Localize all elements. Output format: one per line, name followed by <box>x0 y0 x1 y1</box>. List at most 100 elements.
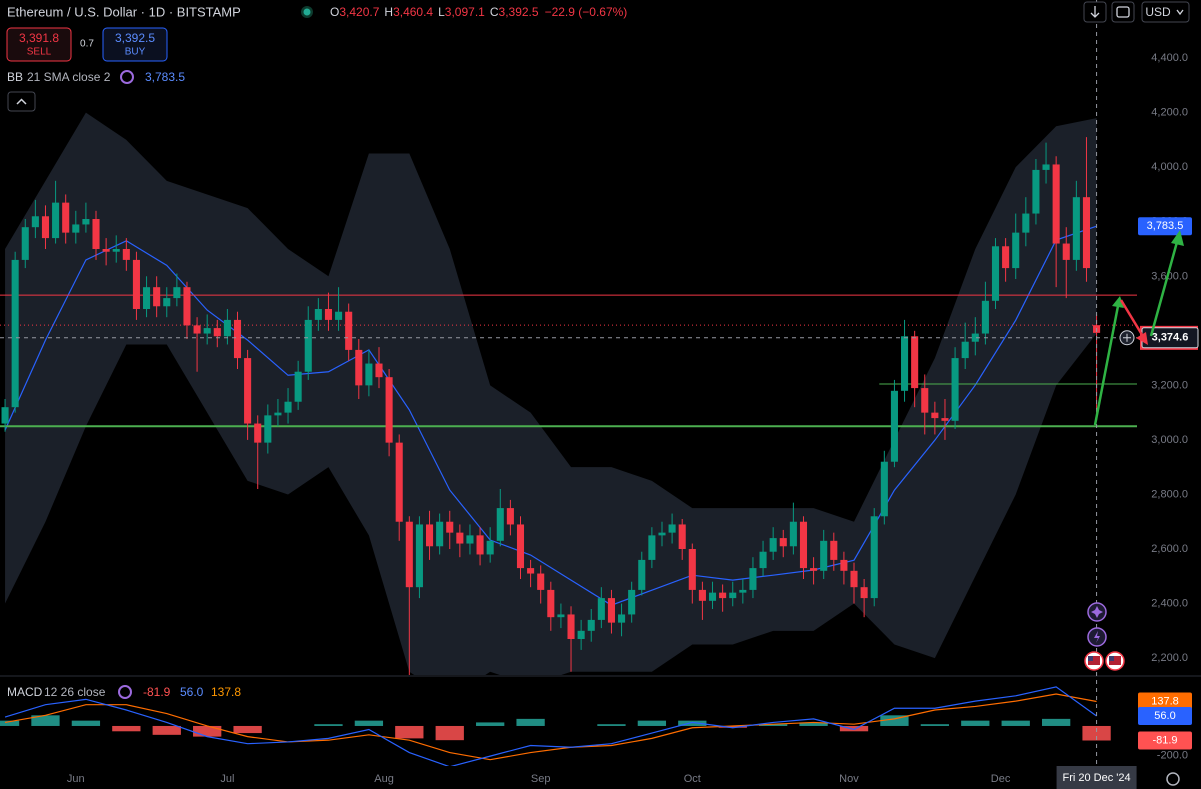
candle-body <box>193 325 201 334</box>
candle-body <box>264 415 272 443</box>
candle-body <box>456 532 464 544</box>
candle-body <box>112 249 120 252</box>
candle-body <box>901 336 909 391</box>
ohlc-value: 3,097.1 <box>445 5 485 19</box>
candle-body <box>668 524 676 533</box>
candle-body <box>1062 243 1070 260</box>
candle-body <box>41 216 50 239</box>
macd-signal-line <box>4 693 1097 761</box>
macd-price-text: 137.8 <box>1151 696 1179 708</box>
macd-histogram-bar <box>435 725 464 741</box>
macd-title: MACD <box>7 685 43 699</box>
ohlc-value: 3,460.4 <box>393 5 433 19</box>
ohlc-key: L <box>438 5 445 19</box>
macd-y-tick-label: -200.0 <box>1157 749 1188 761</box>
candle-body <box>223 319 231 337</box>
candle-body <box>314 309 322 320</box>
macd-histogram-bar <box>1001 720 1030 726</box>
buy-price[interactable]: 3,392.5 <box>115 31 155 45</box>
candle-body <box>961 341 969 359</box>
sell-label[interactable]: SELL <box>27 47 52 58</box>
x-tick-label: Oct <box>684 773 701 785</box>
sell-price[interactable]: 3,391.8 <box>19 31 59 45</box>
x-tick-label: Jun <box>67 773 85 785</box>
ohlc-value: 3,392.5 <box>499 5 539 19</box>
layout-button[interactable] <box>1111 1 1135 23</box>
candle-body <box>385 377 393 443</box>
candle-body <box>537 573 545 590</box>
settings-button[interactable] <box>1166 772 1180 786</box>
candle-body <box>62 202 70 233</box>
price-change: −22.9 (−0.67%) <box>545 5 628 19</box>
bb-icon[interactable] <box>120 70 134 84</box>
y-tick-label: 4,000.0 <box>1151 161 1188 173</box>
candle-body <box>880 461 888 517</box>
candle-body <box>11 259 19 408</box>
candle-body <box>708 592 717 601</box>
candle-body <box>1002 246 1010 269</box>
candle-body <box>577 630 585 639</box>
candle-body <box>173 287 181 299</box>
candle-body <box>527 568 535 574</box>
candle-body <box>1012 232 1020 269</box>
sell-button[interactable] <box>6 27 72 62</box>
x-tick-label: Dec <box>991 773 1011 785</box>
macd-layer <box>0 686 1111 766</box>
candle-body <box>991 246 1000 301</box>
candle-body <box>1072 197 1080 260</box>
bb-params: 21 SMA close 2 <box>27 70 111 84</box>
spread: 0.7 <box>80 39 94 50</box>
symbol-title: Ethereum / U.S. Dollar · 1D · BITSTAMP <box>7 5 241 20</box>
candle-body <box>304 319 312 372</box>
candle-body <box>425 524 434 547</box>
candle-body <box>324 309 333 320</box>
bb-value: 3,783.5 <box>145 70 185 84</box>
candle-body <box>911 336 919 389</box>
ohlc-key: H <box>384 5 393 19</box>
event-icons[interactable] <box>1084 602 1125 671</box>
macd-histogram-bar <box>314 724 343 726</box>
candle-body <box>486 540 494 555</box>
macd-price-text: 56.0 <box>1154 710 1175 722</box>
ohlc-key: C <box>490 5 499 19</box>
candle-body <box>1042 164 1050 170</box>
candle-body <box>799 521 808 569</box>
currency[interactable]: USD <box>1145 5 1171 19</box>
macd-histogram-bar <box>152 725 181 735</box>
candle-body <box>1 407 9 424</box>
candle-body <box>516 524 525 569</box>
crosshair-price: 3,374.6 <box>1152 332 1189 344</box>
macd-price-label <box>1138 731 1192 750</box>
candle-body <box>496 508 504 541</box>
y-tick-label: 4,200.0 <box>1151 107 1188 119</box>
x-tick-label: Sep <box>531 773 551 785</box>
macd-histogram-bar <box>1082 725 1111 741</box>
candle-body <box>941 418 949 421</box>
buy-button[interactable] <box>102 27 168 62</box>
macd-histogram-bar <box>637 720 667 726</box>
candle-body <box>335 311 343 320</box>
macd-histogram-bar <box>233 725 262 734</box>
candle-body <box>415 524 423 588</box>
bb-price-text: 3,783.5 <box>1147 220 1184 232</box>
macd-histogram-bar <box>839 725 869 732</box>
candle-body <box>658 532 666 536</box>
collapse-button[interactable] <box>7 91 36 112</box>
macd-icon[interactable] <box>118 685 132 699</box>
candle-body <box>830 540 838 560</box>
candle-body <box>607 598 615 623</box>
y-tick-label: 3,200.0 <box>1151 379 1188 391</box>
candle-body <box>294 371 302 402</box>
ohlc-row: O3,420.7 H3,460.4 L3,097.1 C3,392.5 −22.9 (−… <box>330 5 627 19</box>
candle-body <box>779 538 787 547</box>
macd-histogram-bar <box>759 724 788 726</box>
candle-body <box>557 614 565 618</box>
candle-body <box>678 524 686 549</box>
macd-histogram-bar <box>395 725 424 739</box>
buy-label[interactable]: BUY <box>125 47 146 58</box>
header: Ethereum / U.S. Dollar · 1D · BITSTAMP O… <box>6 1 1190 112</box>
candle-body <box>233 319 242 359</box>
currency-button[interactable] <box>1141 1 1190 23</box>
ohlc-key: O <box>330 5 339 19</box>
